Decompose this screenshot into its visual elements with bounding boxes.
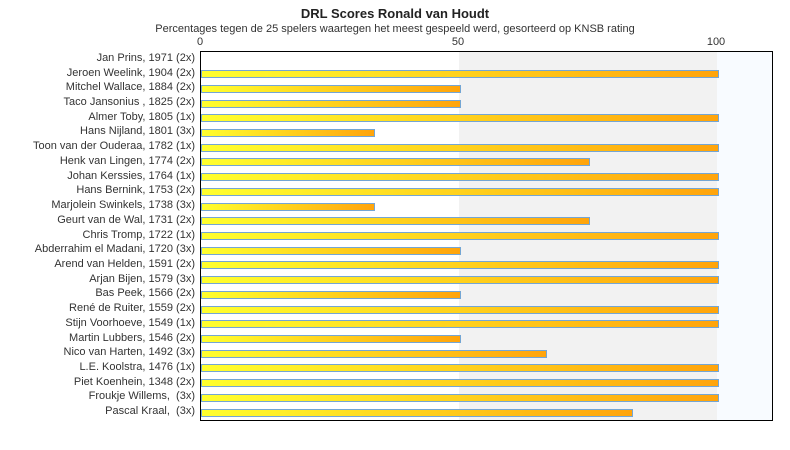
bar — [201, 143, 719, 152]
bar — [201, 290, 461, 299]
category-label: Arend van Helden, 1591 (2x) — [54, 257, 195, 270]
bar — [201, 99, 461, 108]
category-label: Almer Toby, 1805 (1x) — [88, 110, 195, 123]
category-label: Stijn Voorhoeve, 1549 (1x) — [65, 316, 195, 329]
category-label: Hans Bernink, 1753 (2x) — [76, 184, 195, 197]
category-label: Geurt van de Wal, 1731 (2x) — [57, 213, 195, 226]
bar — [201, 202, 375, 211]
bar — [201, 84, 461, 93]
chart-title: DRL Scores Ronald van Houdt — [300, 6, 490, 21]
category-label: Abderrahim el Madani, 1720 (3x) — [34, 243, 195, 256]
category-label: Jeroen Weelink, 1904 (2x) — [66, 66, 195, 79]
category-label: Marjolein Swinkels, 1738 (3x) — [51, 199, 195, 212]
category-label: Hans Nijland, 1801 (3x) — [80, 125, 195, 138]
category-label: Chris Tromp, 1722 (1x) — [82, 228, 195, 241]
bar — [201, 187, 719, 196]
category-label: Martin Lubbers, 1546 (2x) — [69, 331, 195, 344]
bar — [201, 114, 719, 123]
chart-subtitle: Percentages tegen de 25 spelers waartege… — [155, 23, 635, 35]
category-label: Henk van Lingen, 1774 (2x) — [59, 154, 195, 167]
bar — [201, 246, 461, 255]
bar — [201, 261, 719, 270]
category-label: Taco Jansonius , 1825 (2x) — [63, 96, 195, 109]
category-label: Toon van der Ouderaa, 1782 (1x) — [32, 140, 195, 153]
category-label: Arjan Bijen, 1579 (3x) — [89, 272, 195, 285]
category-label: Nico van Harten, 1492 (3x) — [63, 346, 195, 359]
bar — [201, 276, 719, 285]
category-label: René de Ruiter, 1559 (2x) — [69, 302, 195, 315]
bar — [201, 364, 719, 373]
bar — [201, 217, 590, 226]
bar — [201, 408, 633, 417]
category-label: Jan Prins, 1971 (2x) — [96, 51, 195, 64]
bar — [201, 320, 719, 329]
x-tick-label: 50 — [451, 36, 465, 48]
category-label: Johan Kerssies, 1764 (1x) — [67, 169, 195, 182]
bar — [201, 335, 461, 344]
bar — [201, 128, 375, 137]
bar — [201, 393, 719, 402]
plot-area — [200, 51, 773, 421]
bar — [201, 232, 719, 240]
bar — [201, 158, 590, 167]
category-label: Pascal Kraal, (3x) — [105, 405, 195, 418]
category-label: Bas Peek, 1566 (2x) — [95, 287, 195, 300]
x-tick-label: 0 — [196, 36, 204, 48]
bar — [201, 305, 719, 314]
bar — [201, 173, 719, 182]
category-label: Mitchel Wallace, 1884 (2x) — [65, 81, 195, 94]
category-label: Piet Koenhein, 1348 (2x) — [73, 375, 195, 388]
category-label: Froukje Willems, (3x) — [88, 390, 195, 403]
bar — [201, 379, 719, 388]
category-label: L.E. Koolstra, 1476 (1x) — [79, 360, 195, 373]
x-tick-label: 100 — [706, 36, 726, 48]
bar — [201, 349, 547, 358]
bar — [201, 70, 719, 79]
